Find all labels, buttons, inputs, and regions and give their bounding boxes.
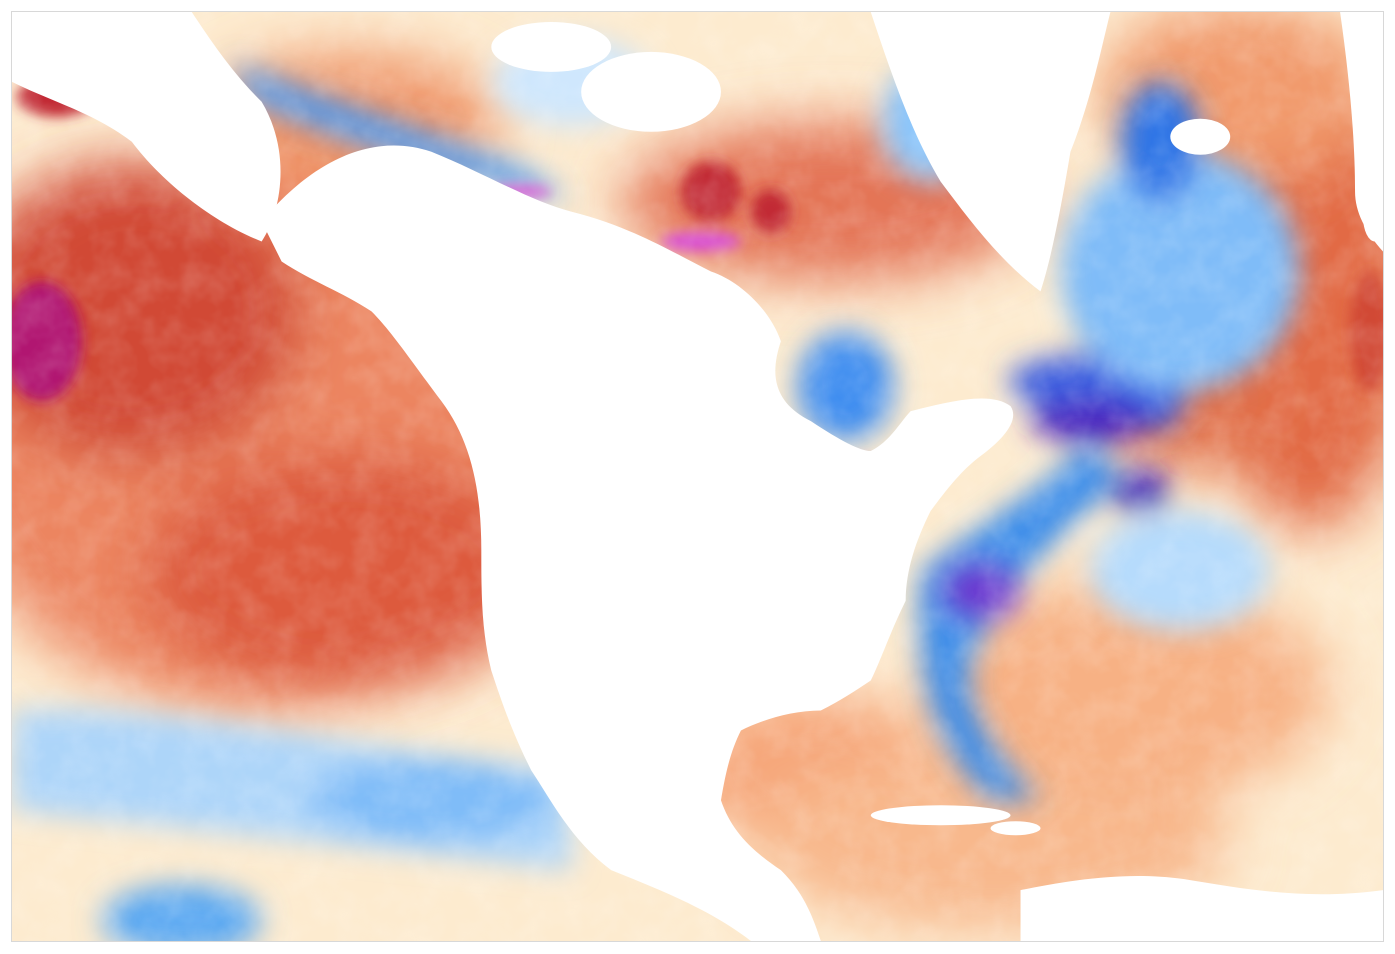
hispaniola-land [990,821,1041,836]
ellesmere-island-land [491,21,612,72]
baffin-island-land [581,51,721,132]
land-layer [12,12,1383,941]
sst-anomaly-map[interactable] [12,12,1383,941]
iceland-land [1170,118,1231,155]
cuba-land [870,805,1011,826]
europe-land [1340,12,1383,252]
south-america-land [1020,875,1383,941]
greenland-land [870,12,1111,292]
uk-land [1363,191,1383,242]
alaska-land [12,12,281,242]
north-america-land [261,145,1014,941]
map-frame [11,11,1384,942]
